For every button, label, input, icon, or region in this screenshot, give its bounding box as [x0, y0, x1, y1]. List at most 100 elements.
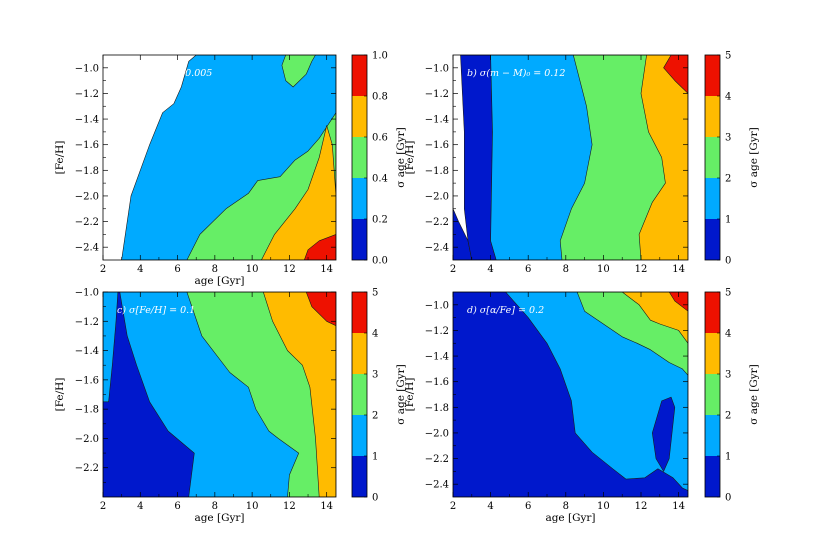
colorbar-segment — [705, 374, 720, 415]
x-tick-label: 6 — [174, 264, 180, 275]
colorbar-segment — [705, 333, 720, 374]
contour-region-level-1 — [103, 292, 119, 403]
colorbar-segment — [352, 292, 367, 333]
y-tick-label: −1.6 — [75, 375, 99, 386]
x-tick-label: 6 — [525, 501, 531, 512]
y-tick-label: −1.2 — [425, 326, 449, 337]
x-tick-label: 14 — [672, 501, 685, 512]
contour-region-level-0 — [651, 396, 676, 472]
x-tick-label: 14 — [320, 264, 333, 275]
y-tick-label: −2.4 — [75, 243, 99, 254]
x-tick-label: 4 — [137, 264, 143, 275]
contour-region-level-3 — [261, 125, 336, 260]
y-tick-label: −1.6 — [425, 140, 449, 151]
y-tick-label: −1.8 — [75, 405, 99, 416]
x-tick-label: 10 — [246, 501, 259, 512]
colorbar-segment — [352, 333, 367, 374]
y-tick-label: −2.0 — [425, 428, 449, 439]
x-tick-label: 8 — [212, 501, 218, 512]
y-axis-label: [Fe/H] — [404, 141, 416, 175]
y-tick-label: −1.8 — [425, 166, 449, 177]
contour-region-level-4 — [305, 292, 336, 327]
y-tick-label: −1.0 — [75, 63, 99, 74]
y-tick-label: −1.8 — [75, 166, 99, 177]
y-tick-label: −1.8 — [425, 403, 449, 414]
colorbar-tick-label: 0.4 — [372, 174, 388, 185]
colorbar-label: σ age [Gyr] — [395, 127, 407, 188]
colorbar-segment — [705, 178, 720, 219]
x-tick-label: 8 — [563, 264, 569, 275]
x-tick-label: 10 — [597, 501, 610, 512]
contour-region-level-4 — [303, 234, 336, 260]
x-tick-label: 4 — [487, 264, 493, 275]
colorbar-segment — [705, 219, 720, 260]
x-tick-label: 6 — [174, 501, 180, 512]
y-tick-label: −1.0 — [425, 63, 449, 74]
x-tick-label: 4 — [487, 501, 493, 512]
colorbar-tick-label: 3 — [725, 370, 731, 381]
colorbar-tick-label: 5 — [725, 288, 731, 299]
y-tick-label: −1.4 — [425, 115, 449, 126]
panel-annotation: a) σ(B − V) = 0.005 — [117, 68, 212, 79]
colorbar-segment — [352, 456, 367, 497]
x-tick-label: 8 — [212, 264, 218, 275]
colorbar-tick-label: 0.6 — [372, 133, 388, 144]
x-tick-label: 8 — [563, 501, 569, 512]
panel-annotation: b) σ(m − M)₀ = 0.12 — [467, 68, 565, 79]
x-tick-label: 12 — [283, 501, 296, 512]
y-tick-label: −1.6 — [75, 140, 99, 151]
x-tick-label: 10 — [246, 264, 259, 275]
colorbar-segment — [352, 55, 367, 96]
y-tick-label: −2.0 — [75, 191, 99, 202]
colorbar-frame — [704, 54, 721, 261]
y-tick-label: −2.0 — [425, 191, 449, 202]
colorbar-tick-label: 2 — [725, 411, 731, 422]
colorbar-segment — [705, 55, 720, 96]
colorbar-segment — [705, 415, 720, 456]
x-axis-label: age [Gyr] — [545, 512, 595, 524]
y-axis-label: [Fe/H] — [404, 378, 416, 412]
y-tick-label: −1.2 — [75, 89, 99, 100]
panel-c: 2 4 6 8 10 12 14−1.0−1.2−1.4−1.6−1.8−2.0−2.2ag… — [54, 288, 407, 525]
contour-regions — [121, 55, 336, 260]
y-tick-label: −2.2 — [75, 463, 99, 474]
y-tick-label: −2.2 — [75, 217, 99, 228]
colorbar-segment — [352, 178, 367, 219]
colorbar-tick-label: 2 — [372, 411, 378, 422]
y-tick-label: −1.4 — [75, 115, 99, 126]
x-tick-label: 10 — [597, 264, 610, 275]
colorbar-segment — [705, 456, 720, 497]
colorbar-label: σ age [Gyr] — [395, 364, 407, 425]
colorbar-segment — [352, 137, 367, 178]
colorbar-tick-label: 5 — [372, 288, 378, 299]
colorbar-tick-label: 0.0 — [372, 256, 388, 267]
x-tick-label: 14 — [320, 501, 333, 512]
y-tick-label: −2.4 — [425, 243, 449, 254]
panel-a: 2 4 6 8 10 12 14 −1.0 −1.2 −1.4 −1.6 −1.8 −2.0 −2.2 −2… — [54, 51, 407, 288]
x-tick-label: 2 — [450, 264, 456, 275]
y-tick-label: −1.4 — [425, 352, 449, 363]
colorbar-segment — [352, 374, 367, 415]
y-tick-label: −1.4 — [75, 346, 99, 357]
panel-b: 2 4 6 8 10 12 14−1.0−1.2−1.4−1.6−1.8−2.0−2.2−2… — [404, 51, 760, 276]
colorbar-tick-label: 1 — [725, 452, 731, 463]
colorbar-frame — [704, 291, 721, 498]
colorbar-frame — [351, 291, 368, 498]
contour-region-level-3 — [621, 292, 688, 344]
x-tick-label: 2 — [450, 501, 456, 512]
panel-d: 2 4 6 8 10 12 14−1.0−1.2−1.4−1.6−1.8−2.0−2.2−2… — [404, 288, 760, 525]
colorbar-tick-label: 3 — [372, 370, 378, 381]
x-tick-label: 2 — [100, 501, 106, 512]
colorbar-tick-label: 1 — [372, 452, 378, 463]
colorbar-segment — [352, 219, 367, 260]
y-tick-label: −2.4 — [425, 480, 449, 491]
contour-regions — [453, 55, 688, 260]
y-axis-label: [Fe/H] — [54, 378, 66, 412]
colorbar-segment — [705, 137, 720, 178]
colorbar-segment — [352, 415, 367, 456]
colorbar-tick-label: 0.2 — [372, 215, 388, 226]
x-tick-label: 6 — [525, 264, 531, 275]
y-tick-label: −1.0 — [425, 300, 449, 311]
colorbar-tick-label: 1 — [725, 215, 731, 226]
